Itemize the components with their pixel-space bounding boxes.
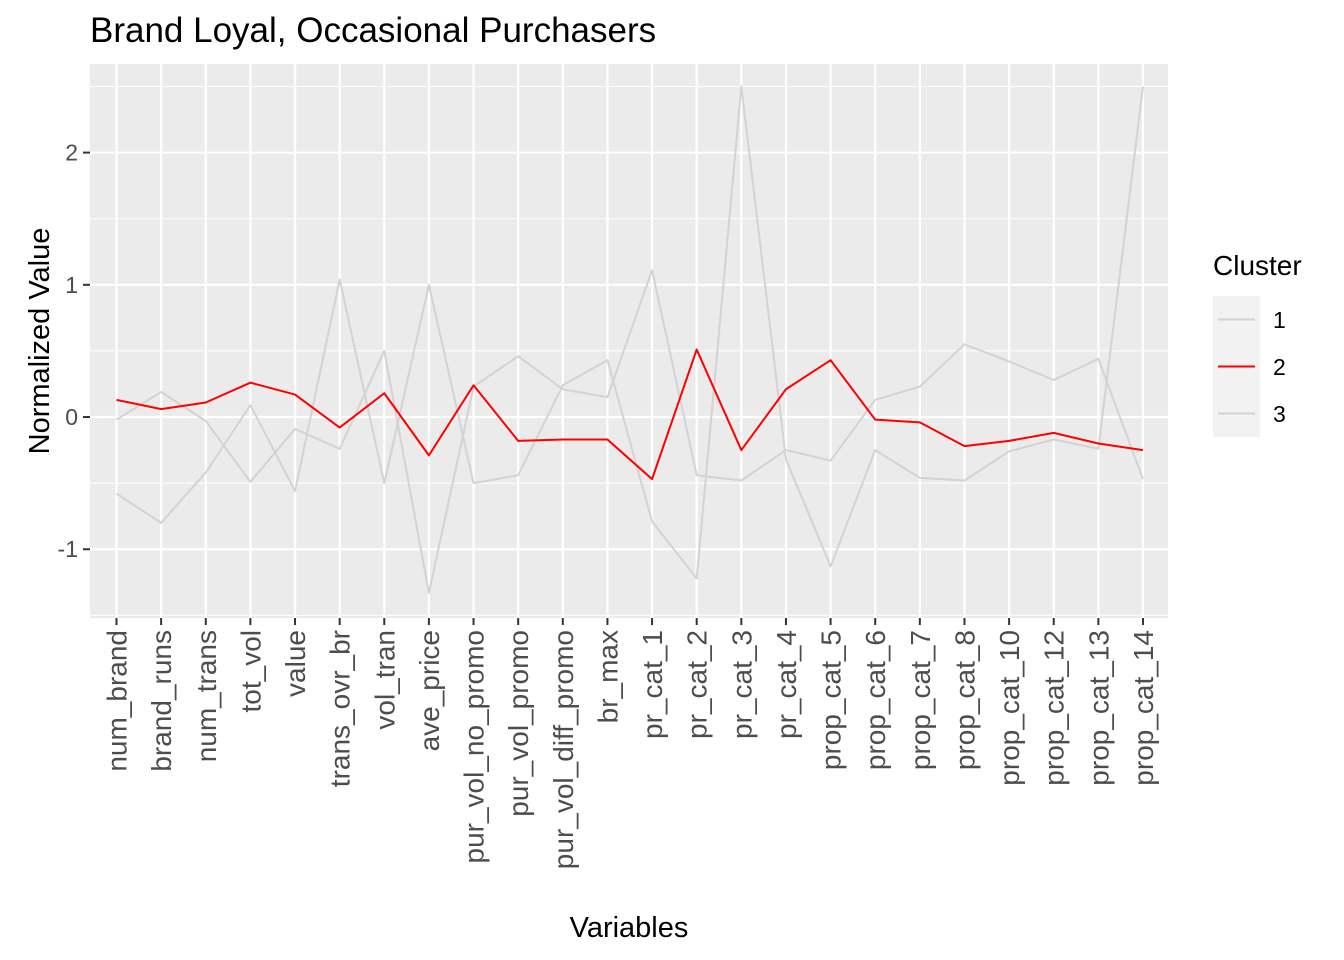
x-tick-label: pur_vol_promo [503, 630, 534, 817]
y-axis: -1 0 1 2 [58, 140, 90, 562]
x-tick-label: brand_runs [146, 630, 177, 772]
y-tick-label: 1 [65, 272, 78, 298]
x-tick-label: prop_cat_5 [816, 630, 847, 770]
series-line-3 [115, 85, 1144, 580]
x-axis-title: Variables [570, 912, 689, 944]
x-tick-label: ave_price [414, 630, 445, 751]
y-tick-label: 0 [65, 404, 78, 430]
series-layer [115, 85, 1144, 594]
legend-label: 3 [1273, 401, 1286, 427]
major-gridlines [90, 64, 1168, 618]
x-tick-label: br_max [592, 630, 623, 723]
legend-label: 2 [1273, 354, 1286, 380]
series-line-2 [116, 348, 1144, 481]
x-tick-label: pr_cat_4 [771, 630, 802, 739]
x-tick-label: prop_cat_14 [1128, 630, 1159, 786]
x-tick-label: prop_cat_8 [949, 630, 980, 770]
y-tick-label: -1 [58, 536, 78, 562]
x-tick-label: value [280, 630, 311, 697]
x-tick-label: prop_cat_13 [1083, 630, 1114, 786]
x-tick-label: pur_vol_no_promo [459, 630, 490, 864]
x-tick-label: tot_vol [235, 630, 266, 713]
chart-title: Brand Loyal, Occasional Purchasers [90, 11, 656, 50]
plot-panel [90, 64, 1168, 618]
x-tick-label: pr_cat_1 [637, 630, 668, 739]
x-tick-label: prop_cat_12 [1039, 630, 1070, 786]
x-axis: num_brand brand_runs num_trans tot_vol value… [102, 618, 1159, 869]
legend-title: Cluster [1213, 250, 1302, 281]
x-tick-label: prop_cat_6 [860, 630, 891, 770]
y-axis-title: Normalized Value [24, 228, 56, 455]
x-tick-label: vol_tran [369, 630, 400, 730]
legend: Cluster 1 2 3 [1213, 250, 1302, 437]
x-tick-label: trans_ovr_br [325, 630, 356, 787]
x-tick-label: pr_cat_3 [726, 630, 757, 739]
legend-label: 1 [1273, 307, 1286, 333]
x-tick-label: prop_cat_10 [994, 630, 1025, 786]
x-tick-label: num_trans [191, 630, 222, 762]
x-tick-label: prop_cat_7 [905, 630, 936, 770]
x-tick-label: num_brand [102, 630, 133, 772]
series-line-1 [115, 269, 1144, 594]
minor-gridlines [90, 85, 1168, 616]
x-tick-label: pur_vol_diff_promo [548, 630, 579, 869]
y-tick-label: 2 [65, 140, 78, 166]
x-tick-label: pr_cat_2 [682, 630, 713, 739]
